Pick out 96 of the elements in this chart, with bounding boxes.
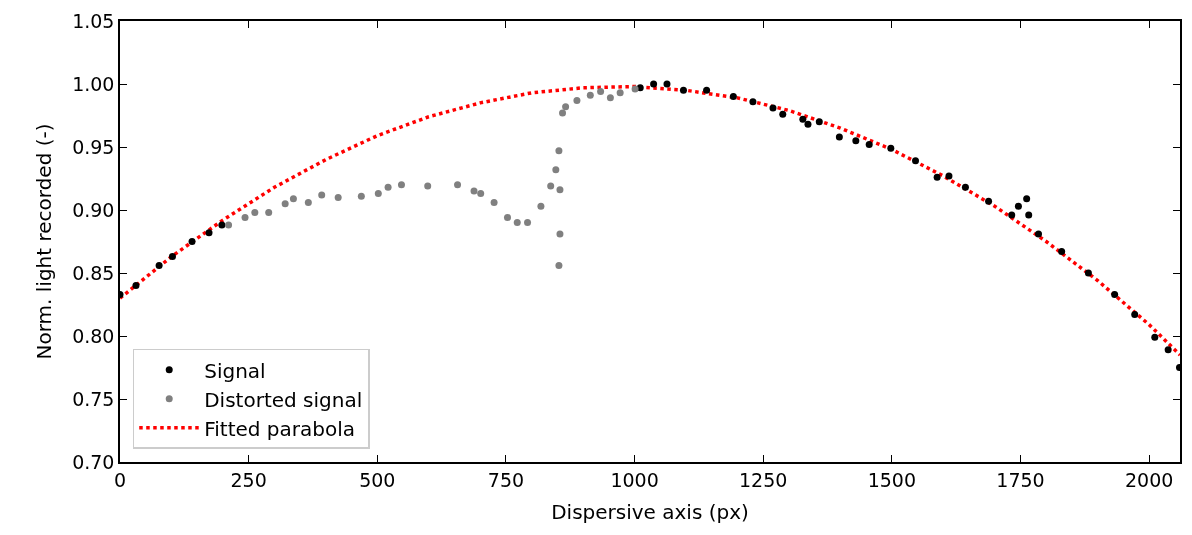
- point: [225, 221, 233, 229]
- point: [887, 144, 895, 152]
- point: [1035, 230, 1042, 238]
- point: [933, 173, 941, 181]
- y-tick-label: 0.95: [72, 135, 115, 158]
- point: [865, 140, 873, 148]
- point: [1111, 290, 1119, 298]
- y-tick-label: 0.90: [72, 198, 115, 221]
- x-tick-label: 0: [113, 468, 127, 491]
- point: [188, 238, 196, 245]
- point: [155, 261, 163, 269]
- point: [289, 195, 297, 203]
- point: [552, 166, 560, 174]
- point: [606, 94, 614, 102]
- point: [1025, 211, 1033, 219]
- point: [815, 118, 823, 126]
- x-tick-label: 2000: [1124, 468, 1174, 491]
- point: [1023, 195, 1031, 203]
- point: [281, 200, 289, 208]
- point: [1058, 248, 1066, 256]
- y-tick-label: 0.75: [72, 387, 115, 410]
- point: [650, 80, 658, 88]
- point: [562, 103, 570, 111]
- point: [679, 86, 687, 94]
- legend-label: Distorted signal: [204, 387, 363, 412]
- x-tick-label: 1500: [867, 468, 917, 491]
- point: [555, 261, 563, 269]
- y-tick-label: 0.85: [72, 261, 115, 284]
- point: [835, 133, 843, 141]
- point: [205, 229, 213, 237]
- point: [241, 214, 249, 222]
- y-tick-label: 0.70: [72, 450, 115, 473]
- point: [513, 219, 521, 227]
- point: [424, 182, 432, 190]
- point: [945, 172, 953, 180]
- point: [454, 181, 462, 189]
- point: [631, 85, 639, 93]
- point: [168, 253, 176, 261]
- point: [703, 86, 711, 94]
- point: [1131, 311, 1139, 319]
- point: [547, 182, 555, 190]
- x-tick-label: 500: [359, 468, 396, 491]
- point: [729, 93, 737, 101]
- point: [537, 202, 545, 210]
- point: [663, 80, 671, 88]
- point: [265, 209, 273, 217]
- point: [374, 190, 382, 198]
- point: [852, 137, 860, 145]
- point: [749, 98, 757, 106]
- point: [357, 192, 365, 200]
- line-series: [120, 84, 1180, 357]
- point: [559, 109, 567, 117]
- point: [1151, 333, 1159, 341]
- point: [524, 219, 532, 227]
- point: [1008, 211, 1016, 219]
- point: [384, 183, 392, 191]
- point: [769, 104, 777, 112]
- point: [1014, 202, 1022, 210]
- point: [218, 221, 226, 229]
- point: [555, 147, 563, 155]
- point: [985, 197, 993, 205]
- point: [804, 120, 812, 128]
- x-tick-label: 1250: [739, 468, 788, 491]
- x-tick-label: 250: [230, 468, 267, 491]
- legend-label: Signal: [204, 358, 266, 383]
- point: [1084, 269, 1092, 277]
- point: [397, 181, 405, 189]
- x-tick-label: 1750: [996, 468, 1045, 491]
- y-tick-label: 0.80: [72, 324, 115, 347]
- point: [304, 198, 312, 206]
- y-tick-label: 1.05: [72, 9, 115, 32]
- x-axis-title: Dispersive axis (px): [551, 499, 749, 524]
- point: [318, 191, 326, 199]
- point: [556, 230, 564, 238]
- point: [597, 88, 605, 96]
- y-axis-title: Norm. light recorded (-): [32, 123, 57, 360]
- point: [477, 190, 485, 198]
- point: [779, 110, 787, 118]
- legend-label: Fitted parabola: [204, 416, 356, 441]
- point: [961, 183, 969, 191]
- x-tick-label: 750: [487, 468, 525, 491]
- point: [573, 96, 581, 104]
- point: [586, 91, 594, 99]
- point: [503, 214, 511, 222]
- point: [490, 198, 498, 206]
- point: [1164, 346, 1172, 354]
- x-tick-label: 1000: [610, 468, 659, 491]
- y-tick-label: 1.00: [72, 72, 115, 95]
- point: [556, 186, 564, 194]
- point: [132, 282, 140, 290]
- point: [912, 157, 920, 165]
- point: [251, 209, 259, 217]
- point: [470, 187, 478, 195]
- point: [799, 115, 807, 123]
- point: [616, 89, 624, 97]
- point: [334, 193, 342, 201]
